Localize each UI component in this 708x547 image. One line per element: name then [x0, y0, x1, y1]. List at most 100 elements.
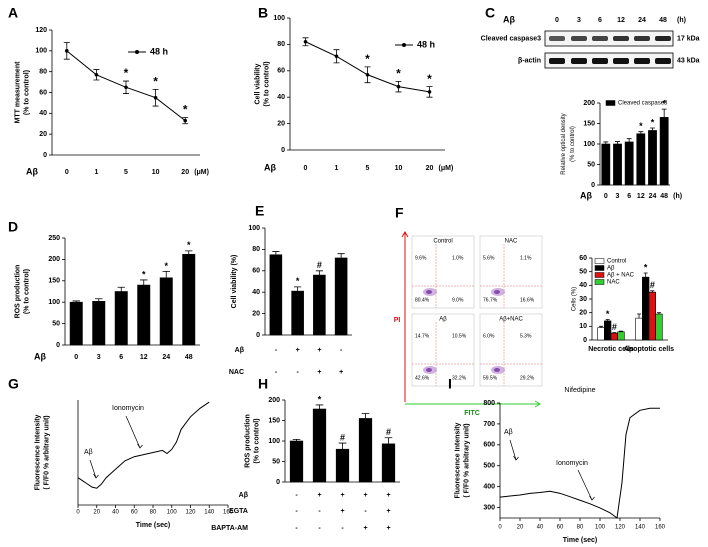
significance-mark: *: [124, 66, 129, 80]
lane-label: 48: [659, 17, 667, 24]
x-tick-label: 10: [152, 169, 160, 176]
y-tick-label: 80: [39, 69, 47, 76]
legend-label: 48 h: [150, 46, 168, 56]
significance-mark: *: [427, 72, 432, 86]
error-bar: [315, 270, 323, 276]
legend-swatch: [594, 265, 605, 271]
y-tick-label: 20: [39, 131, 47, 138]
significance-mark: #: [317, 260, 322, 270]
condition-sign: +: [317, 347, 321, 354]
blot-band: [571, 58, 587, 64]
quadrant-value: 6.0%: [483, 333, 495, 339]
x-tick-label: 20: [93, 510, 100, 516]
y-axis-label: Cell viability (%): [231, 255, 238, 309]
flow-plot: [411, 235, 475, 309]
y-tick-label: 50: [52, 320, 60, 327]
significance-mark: *: [296, 276, 300, 286]
band-name: β-actin: [518, 57, 541, 64]
legend-swatch: [594, 258, 605, 264]
condition-sign: +: [339, 369, 343, 376]
error-bar: [361, 413, 370, 419]
y-axis-label: (% to control): [570, 126, 576, 162]
bar: [358, 418, 373, 483]
error-bar: [272, 251, 280, 255]
condition-sign: -: [295, 492, 298, 499]
blot-band: [634, 58, 650, 64]
y-tick-label: 80: [277, 41, 285, 48]
x-tick-label: 20: [517, 525, 524, 531]
x-tick-label: 100: [167, 510, 178, 516]
condition-label: Aβ: [235, 347, 245, 354]
y-tick-label: 40: [579, 282, 587, 289]
condition-sign: +: [363, 492, 367, 499]
quadrant-value: 59.5%: [483, 375, 498, 381]
x-prefix: Aβ: [34, 351, 46, 361]
quadrant-value: 16.6%: [520, 297, 535, 303]
error-bar: [638, 131, 644, 134]
flow-plot: [479, 235, 543, 309]
y-tick-label: 100: [248, 225, 260, 232]
chart-title: Nifedipine: [564, 387, 595, 394]
error-bar: [338, 442, 347, 450]
blot-band: [655, 58, 671, 64]
legend-label: Control: [607, 259, 626, 265]
x-tick-label: 60: [131, 510, 138, 516]
point: [334, 54, 339, 59]
condition-sign: +: [386, 492, 390, 499]
point: [124, 85, 128, 90]
cell-cluster-core: [426, 290, 432, 294]
error-bar: [162, 270, 170, 278]
error-bar: [626, 138, 632, 142]
x-tick-label: 12: [140, 354, 148, 361]
annotation-arrow: [509, 439, 519, 461]
y-axis-label: ROS production: [244, 414, 251, 468]
point: [65, 49, 69, 53]
bar: [289, 440, 304, 483]
x-tick-label: 24: [162, 354, 170, 361]
x-tick-label: 3: [97, 354, 101, 361]
y-tick-label: 0: [591, 182, 595, 189]
condition-sign: -: [296, 369, 299, 376]
y-tick-label: 60: [579, 255, 587, 262]
quadrant-value: 42.6%: [415, 375, 430, 381]
blot-band: [613, 58, 629, 64]
bar: [334, 257, 348, 336]
error-bar: [643, 272, 648, 278]
y-tick-label: 500: [483, 463, 495, 470]
y-axis-label: (% to control): [23, 70, 30, 115]
x-axis-label: Time (sec): [563, 537, 598, 544]
legend-label: Aβ: [607, 266, 615, 272]
y-tick-label: 60: [252, 268, 260, 275]
legend-label: 48 h: [417, 39, 435, 49]
x-unit: (μM): [439, 165, 454, 172]
condition-sign: +: [340, 492, 344, 499]
flow-plot: [411, 313, 475, 387]
bar: [617, 331, 625, 341]
bar: [269, 254, 283, 336]
y-tick-label: 20: [579, 310, 587, 317]
error-bar: [315, 404, 324, 410]
annotation: Aβ: [504, 429, 513, 436]
y-tick-label: 250: [48, 235, 60, 242]
point: [183, 118, 187, 123]
y-tick-label: 100: [268, 438, 280, 445]
y-tick-label: 0: [43, 152, 47, 159]
y-tick-label: 30: [579, 296, 587, 303]
y-tick-label: 100: [583, 141, 595, 148]
y-axis-label: Cell viability: [254, 63, 261, 104]
condition-sign: -: [341, 525, 344, 532]
y-tick-label: 20: [252, 310, 260, 317]
x-tick-label: 40: [112, 510, 119, 516]
blot-band: [592, 36, 608, 41]
panel-title: Aβ+NAC: [499, 317, 523, 323]
y-tick-label: 150: [268, 417, 280, 424]
significance-mark: *: [187, 240, 191, 250]
band-size: 17 kDa: [677, 35, 700, 42]
significance-mark: *: [651, 117, 655, 127]
pi-arrow: [401, 231, 409, 402]
x-tick-label: 6: [119, 354, 123, 361]
panel-letter: A: [8, 5, 18, 21]
significance-mark: *: [662, 99, 666, 109]
quadrant-value: 10.5%: [452, 333, 467, 339]
y-tick-label: 400: [483, 483, 495, 490]
